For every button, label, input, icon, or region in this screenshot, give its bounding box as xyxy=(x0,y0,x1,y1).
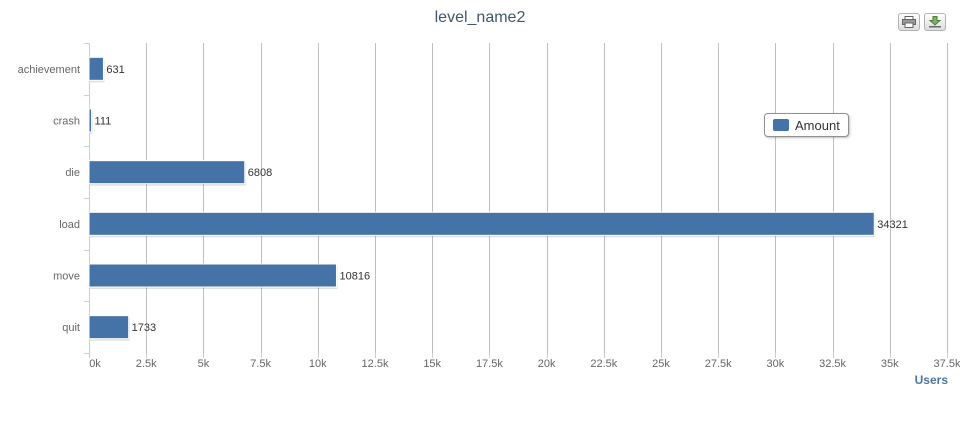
x-tick-label: 32.5k xyxy=(819,358,846,370)
data-label: 10816 xyxy=(339,271,370,283)
bar xyxy=(88,108,93,133)
bars xyxy=(88,56,876,341)
chart-title: level_name2 xyxy=(434,9,526,26)
bar xyxy=(88,263,337,288)
download-icon xyxy=(928,16,942,28)
x-tick-label: 27.5k xyxy=(705,358,732,370)
print-button[interactable] xyxy=(898,13,920,31)
x-tick-label: 2.5k xyxy=(136,358,157,370)
data-label: 631 xyxy=(106,64,124,76)
category-label: achievement xyxy=(18,64,80,76)
x-tick-label: 30k xyxy=(767,358,785,370)
printer-icon xyxy=(902,16,916,28)
x-tick-label: 25k xyxy=(652,358,670,370)
legend-swatch xyxy=(773,119,789,131)
legend[interactable]: Amount xyxy=(764,113,849,137)
x-tick-label: 10k xyxy=(309,358,327,370)
x-tick-label: 37.5k xyxy=(934,358,960,370)
data-label: 34321 xyxy=(877,219,908,231)
category-label: quit xyxy=(62,322,80,334)
x-axis-title: Users xyxy=(914,373,948,387)
x-tick-label: 20k xyxy=(538,358,556,370)
legend-label: Amount xyxy=(795,117,840,133)
category-label: load xyxy=(59,219,80,231)
data-label: 111 xyxy=(95,116,112,128)
data-label: 1733 xyxy=(132,322,156,334)
category-label: die xyxy=(65,167,80,179)
x-tick-label: 7.5k xyxy=(250,358,271,370)
x-tick-label: 17.5k xyxy=(476,358,503,370)
x-tick-label: 35k xyxy=(881,358,899,370)
labels: 0k 2.5k 5k 7.5k 10k 12.5k 15k 17.5k 20k 22.5k 25k 2… xyxy=(18,64,960,370)
grid-lines xyxy=(146,43,948,353)
bar xyxy=(88,56,104,81)
x-tick-label: 15k xyxy=(423,358,441,370)
bar xyxy=(88,315,130,340)
x-tick-label: 12.5k xyxy=(362,358,389,370)
export-button[interactable] xyxy=(924,13,946,31)
data-label: 6808 xyxy=(248,167,272,179)
bar xyxy=(88,160,246,185)
category-label: move xyxy=(53,271,80,283)
axes xyxy=(84,43,948,358)
category-label: crash xyxy=(53,116,80,128)
x-tick-label: 22.5k xyxy=(590,358,617,370)
x-tick-label: 5k xyxy=(198,358,210,370)
x-tick-label: 0k xyxy=(89,358,101,370)
bar xyxy=(88,211,875,236)
